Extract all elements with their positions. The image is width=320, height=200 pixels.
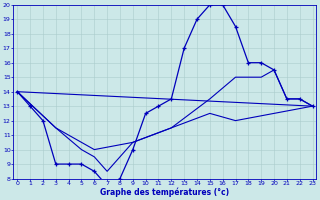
X-axis label: Graphe des températures (°c): Graphe des températures (°c)	[100, 188, 229, 197]
